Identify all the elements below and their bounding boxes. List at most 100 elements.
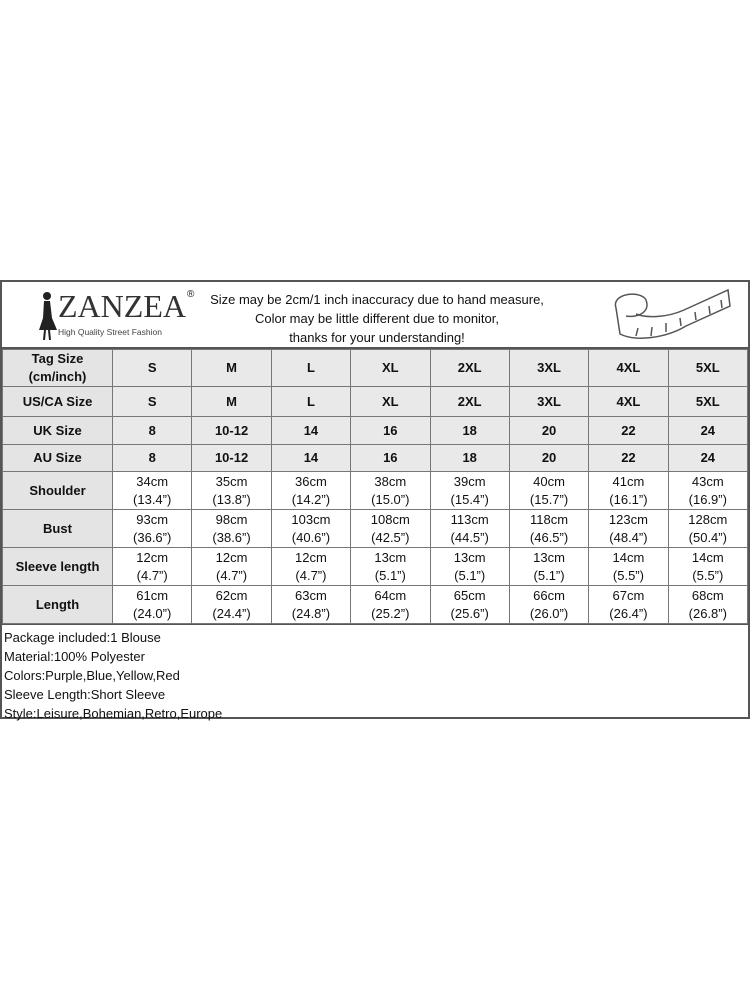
inch-value: (4.7”) — [216, 567, 248, 583]
inch-value: (46.5”) — [529, 529, 569, 545]
inch-value: (16.9”) — [688, 491, 727, 507]
size-cell: 2XL — [429, 386, 510, 417]
size-cell: 10-12 — [191, 444, 272, 472]
size-cell: 20 — [508, 444, 590, 472]
size-row: Tag Size (cm/inch) S M L XL 2XL 3XL 4XL 5XL — [2, 349, 749, 387]
size-cell: 22 — [588, 444, 669, 472]
inch-value: (24.8”) — [291, 605, 331, 621]
measurement-cell: 34cm (13.4”) — [111, 471, 193, 510]
cm-value: 62cm — [215, 587, 248, 603]
cm-value: 13cm — [374, 549, 407, 565]
measurement-cell: 12cm (4.7”) — [111, 547, 193, 586]
cm-value: 118cm — [530, 511, 569, 527]
size-cell: 5XL — [667, 349, 749, 387]
cm-value: 34cm — [136, 473, 169, 489]
cm-value: 93cm — [136, 511, 169, 527]
inch-value: (26.0”) — [529, 605, 569, 621]
measurement-row: Length 61cm (24.0”) 62cm (24.4”) 63cm (24.8”) 6… — [2, 585, 749, 624]
inch-value: (40.6”) — [291, 529, 331, 545]
brand-logo: ZANZEA® High Quality Street Fashion — [36, 288, 196, 344]
inch-value: (4.7”) — [136, 567, 168, 583]
measurement-cell: 63cm (24.8”) — [270, 585, 352, 624]
cm-value: 14cm — [612, 549, 645, 565]
notice-line: thanks for your understanding! — [289, 330, 465, 345]
inch-value: (5.5”) — [612, 567, 644, 583]
size-cell: 4XL — [588, 349, 669, 387]
cm-value: 65cm — [453, 587, 486, 603]
measurement-cell: 118cm (46.5”) — [508, 509, 590, 548]
measurement-cell: 123cm (48.4”) — [588, 509, 669, 548]
size-table: Tag Size (cm/inch) S M L XL 2XL 3XL 4XL 5XL US/CA… — [2, 349, 749, 624]
material-info: Material:100% Polyester — [4, 649, 145, 664]
chart-header: ZANZEA® High Quality Street Fashion Size… — [2, 282, 748, 349]
measurement-cell: 14cm (5.5”) — [588, 547, 669, 586]
inch-value: (5.1”) — [454, 567, 486, 583]
size-cell: 14 — [270, 444, 352, 472]
sleeve-info: Sleeve Length:Short Sleeve — [4, 687, 166, 702]
measurement-cell: 65cm (25.6”) — [429, 585, 510, 624]
cm-value: 66cm — [533, 587, 565, 603]
cm-value: 98cm — [215, 511, 248, 527]
inch-value: (50.4”) — [688, 529, 727, 545]
cm-value: 61cm — [136, 587, 169, 603]
registered-mark: ® — [186, 289, 195, 300]
row-label: UK Size — [2, 416, 113, 445]
size-row: UK Size 8 10-12 14 16 18 20 22 24 — [2, 416, 749, 445]
cm-value: 43cm — [691, 473, 724, 489]
measurement-row: Sleeve length 12cm (4.7”) 12cm (4.7”) 12cm (4.… — [2, 547, 749, 586]
row-label: AU Size — [2, 444, 113, 472]
size-cell: 8 — [111, 416, 193, 445]
measurement-cell: 12cm (4.7”) — [191, 547, 272, 586]
measurement-cell: 40cm (15.7”) — [508, 471, 590, 510]
size-cell: 16 — [350, 416, 431, 445]
measurement-cell: 39cm (15.4”) — [429, 471, 510, 510]
product-details: Package included:1 Blouse Material:100% … — [2, 624, 748, 726]
measurement-cell: 62cm (24.4”) — [191, 585, 272, 624]
brand-name: ZANZEA — [58, 288, 186, 324]
size-cell: L — [270, 386, 352, 417]
row-label: US/CA Size — [2, 386, 113, 417]
inch-value: (15.4”) — [450, 491, 489, 507]
size-cell: 18 — [429, 416, 510, 445]
size-cell: 3XL — [508, 386, 590, 417]
measurement-cell: 113cm (44.5”) — [429, 509, 510, 548]
size-cell: 16 — [350, 444, 431, 472]
measurement-cell: 12cm (4.7”) — [270, 547, 352, 586]
notice-line: Color may be little different due to mon… — [255, 311, 499, 326]
measurement-cell: 14cm (5.5”) — [667, 547, 749, 586]
size-cell: M — [191, 349, 272, 387]
inch-value: (13.4”) — [133, 491, 172, 507]
measurement-cell: 61cm (24.0”) — [111, 585, 193, 624]
size-cell: S — [111, 386, 193, 417]
measurement-cell: 66cm (26.0”) — [508, 585, 590, 624]
measurement-cell: 13cm (5.1”) — [508, 547, 590, 586]
row-label: Shoulder — [2, 471, 113, 510]
measurement-cell: 13cm (5.1”) — [350, 547, 431, 586]
size-cell: 8 — [111, 444, 193, 472]
inch-value: (36.6”) — [133, 529, 172, 545]
size-cell: 24 — [667, 416, 749, 445]
inch-value: (24.0”) — [133, 605, 172, 621]
brand-tagline: High Quality Street Fashion — [58, 327, 162, 337]
cm-value: 40cm — [533, 473, 565, 489]
measurement-notice: Size may be 2cm/1 inch inaccuracy due to… — [202, 290, 552, 347]
size-cell: XL — [350, 349, 431, 387]
inch-value: (26.4”) — [609, 605, 648, 621]
cm-value: 108cm — [370, 511, 410, 527]
inch-value: (16.1”) — [609, 491, 648, 507]
cm-value: 12cm — [295, 549, 327, 565]
cm-value: 63cm — [295, 587, 327, 603]
inch-value: (5.5”) — [692, 567, 724, 583]
cm-value: 128cm — [688, 511, 728, 527]
inch-value: (24.4”) — [212, 605, 251, 621]
size-cell: 22 — [588, 416, 669, 445]
measurement-cell: 35cm (13.8”) — [191, 471, 272, 510]
row-label: Bust — [2, 509, 113, 548]
size-cell: 20 — [508, 416, 590, 445]
cm-value: 68cm — [691, 587, 724, 603]
inch-value: (38.6”) — [212, 529, 251, 545]
size-cell: XL — [350, 386, 431, 417]
silhouette-icon — [39, 292, 57, 340]
size-cell: 5XL — [667, 386, 749, 417]
measurement-cell: 67cm (26.4”) — [588, 585, 669, 624]
